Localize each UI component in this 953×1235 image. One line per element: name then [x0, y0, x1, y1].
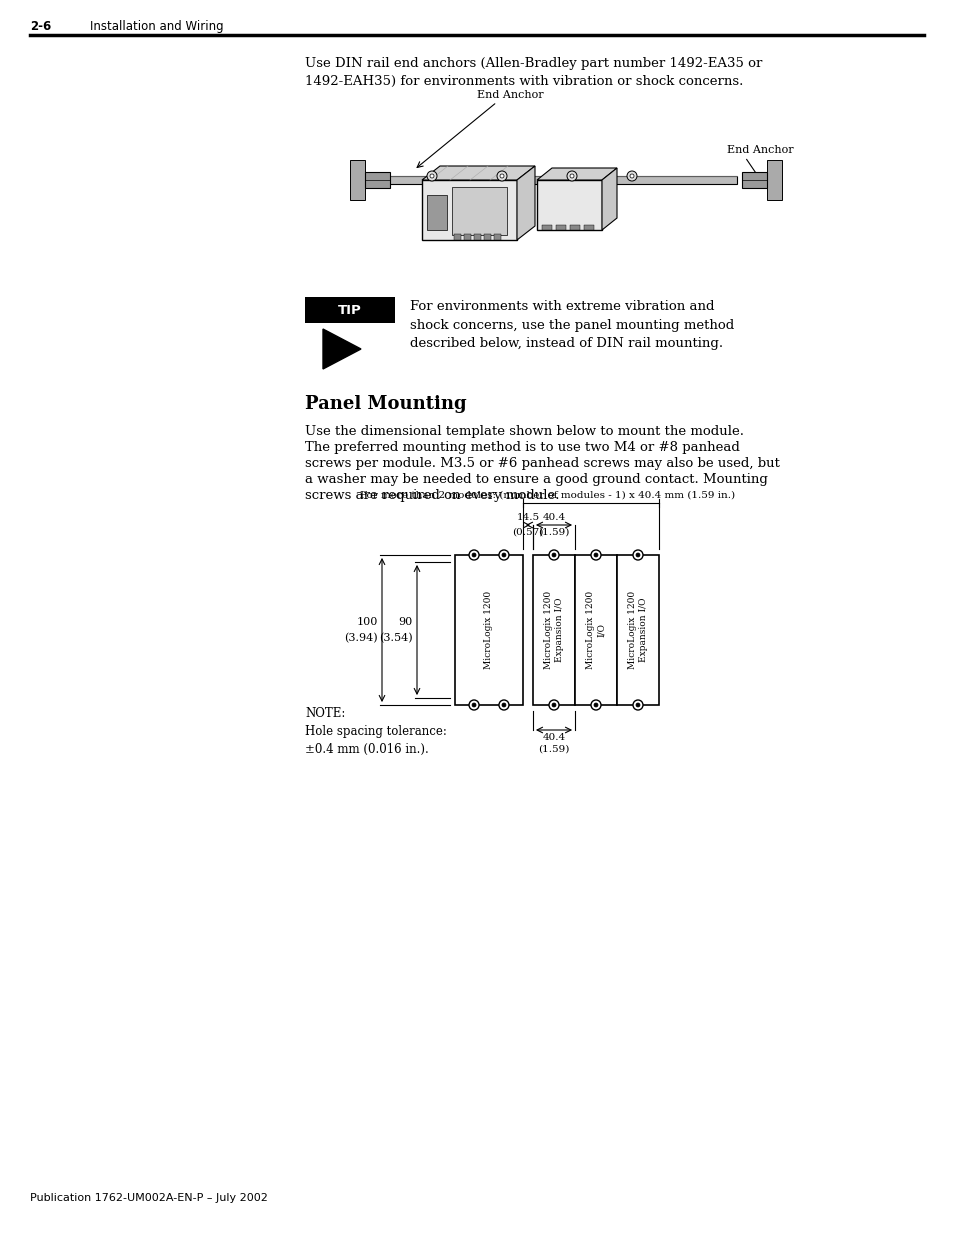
- Text: Publication 1762-UM002A-EN-P – July 2002: Publication 1762-UM002A-EN-P – July 2002: [30, 1193, 268, 1203]
- Circle shape: [497, 170, 506, 182]
- Text: MicroLogix 1200
Expansion I/O: MicroLogix 1200 Expansion I/O: [627, 590, 647, 669]
- Circle shape: [430, 174, 434, 178]
- Text: a washer may be needed to ensure a good ground contact. Mounting: a washer may be needed to ensure a good …: [305, 473, 767, 487]
- Bar: [454, 233, 460, 240]
- Bar: [427, 195, 447, 230]
- Circle shape: [499, 174, 503, 178]
- Text: 40.4: 40.4: [542, 734, 565, 742]
- Circle shape: [472, 703, 476, 706]
- Bar: [617, 555, 659, 705]
- Text: (1.59): (1.59): [537, 529, 569, 537]
- Circle shape: [548, 550, 558, 559]
- Circle shape: [566, 170, 577, 182]
- Bar: [766, 161, 781, 200]
- Text: (3.54): (3.54): [379, 632, 413, 643]
- Bar: [741, 172, 766, 188]
- Bar: [533, 555, 575, 705]
- Circle shape: [633, 700, 642, 710]
- Circle shape: [636, 553, 639, 557]
- Circle shape: [590, 700, 600, 710]
- Bar: [494, 233, 500, 240]
- Text: (3.94): (3.94): [344, 632, 377, 643]
- Circle shape: [501, 703, 505, 706]
- Circle shape: [498, 700, 509, 710]
- Circle shape: [626, 170, 637, 182]
- Bar: [365, 172, 390, 188]
- Circle shape: [633, 550, 642, 559]
- Bar: [483, 233, 491, 240]
- Polygon shape: [537, 168, 617, 180]
- Bar: [305, 296, 395, 324]
- Circle shape: [569, 174, 574, 178]
- Polygon shape: [323, 329, 360, 369]
- Bar: [583, 225, 594, 230]
- Text: 1492-EAH35) for environments with vibration or shock concerns.: 1492-EAH35) for environments with vibrat…: [305, 75, 742, 88]
- Text: For more than 2 modules: (number of modules - 1) x 40.4 mm (1.59 in.): For more than 2 modules: (number of modu…: [359, 492, 735, 500]
- Text: The preferred mounting method is to use two M4 or #8 panhead: The preferred mounting method is to use …: [305, 441, 740, 454]
- Text: 90: 90: [398, 618, 413, 627]
- Text: End Anchor: End Anchor: [476, 90, 543, 100]
- Text: 100: 100: [356, 618, 377, 627]
- Text: screws are required on every module.: screws are required on every module.: [305, 489, 558, 501]
- Circle shape: [472, 553, 476, 557]
- Bar: [575, 555, 617, 705]
- Circle shape: [552, 553, 556, 557]
- Bar: [463, 233, 471, 240]
- Polygon shape: [601, 168, 617, 230]
- Circle shape: [469, 700, 478, 710]
- Circle shape: [590, 550, 600, 559]
- Circle shape: [427, 170, 436, 182]
- Text: MicroLogix 1200
Expansion I/O: MicroLogix 1200 Expansion I/O: [543, 590, 563, 669]
- Circle shape: [501, 553, 505, 557]
- Polygon shape: [517, 165, 535, 240]
- Bar: [569, 225, 579, 230]
- Text: Use DIN rail end anchors (Allen-Bradley part number 1492-EA35 or: Use DIN rail end anchors (Allen-Bradley …: [305, 57, 761, 70]
- Text: For environments with extreme vibration and
shock concerns, use the panel mounti: For environments with extreme vibration …: [410, 300, 734, 350]
- Bar: [474, 233, 480, 240]
- Bar: [537, 180, 601, 230]
- Circle shape: [594, 703, 598, 706]
- Bar: [421, 180, 517, 240]
- Text: TIP: TIP: [337, 304, 361, 316]
- Text: NOTE:
Hole spacing tolerance:
±0.4 mm (0.016 in.).: NOTE: Hole spacing tolerance: ±0.4 mm (0…: [305, 706, 446, 756]
- Text: Installation and Wiring: Installation and Wiring: [90, 20, 223, 33]
- Text: MicroLogix 1200: MicroLogix 1200: [484, 590, 493, 669]
- Text: (1.59): (1.59): [537, 745, 569, 755]
- Bar: [350, 161, 365, 200]
- Bar: [556, 225, 565, 230]
- Text: End Anchor: End Anchor: [726, 144, 793, 156]
- Bar: [387, 177, 737, 184]
- Circle shape: [498, 550, 509, 559]
- Circle shape: [548, 700, 558, 710]
- Text: 2-6: 2-6: [30, 20, 51, 33]
- Circle shape: [636, 703, 639, 706]
- Text: MicroLogix 1200
I/O: MicroLogix 1200 I/O: [585, 590, 605, 669]
- Polygon shape: [421, 165, 535, 180]
- Text: Panel Mounting: Panel Mounting: [305, 395, 466, 412]
- Circle shape: [552, 703, 556, 706]
- Text: screws per module. M3.5 or #6 panhead screws may also be used, but: screws per module. M3.5 or #6 panhead sc…: [305, 457, 779, 471]
- Text: 14.5: 14.5: [516, 513, 539, 522]
- Circle shape: [469, 550, 478, 559]
- Text: (0.57): (0.57): [512, 529, 543, 537]
- Bar: [541, 225, 552, 230]
- Bar: [452, 186, 506, 235]
- Circle shape: [594, 553, 598, 557]
- Text: 40.4: 40.4: [542, 513, 565, 522]
- Text: Use the dimensional template shown below to mount the module.: Use the dimensional template shown below…: [305, 425, 743, 438]
- Circle shape: [629, 174, 634, 178]
- Bar: [455, 555, 522, 705]
